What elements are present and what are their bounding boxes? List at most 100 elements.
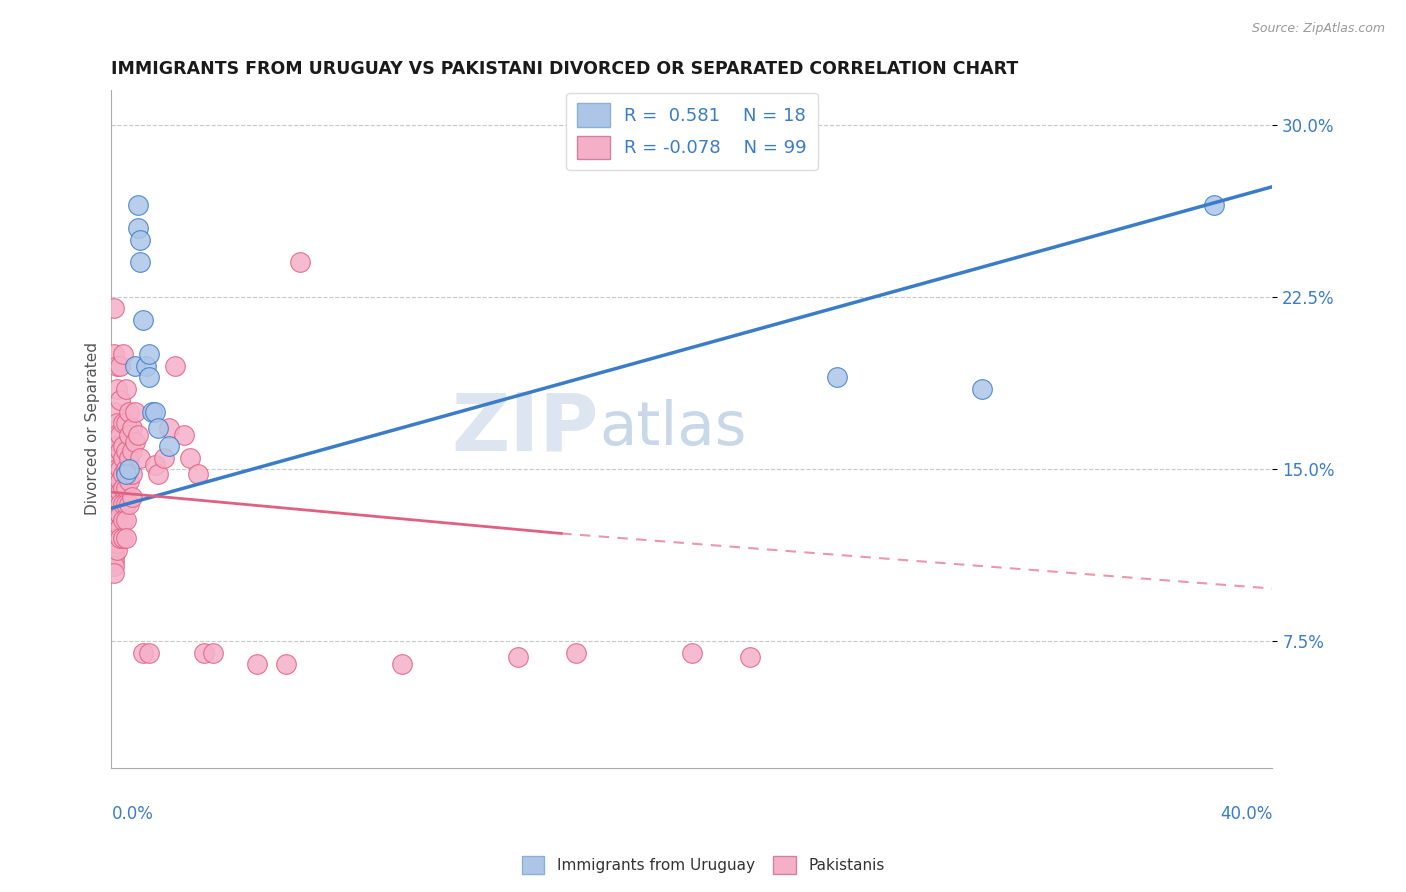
Point — [103, 301, 125, 316]
Point — [115, 481, 138, 495]
Point — [105, 531, 128, 545]
Point — [105, 542, 128, 557]
Point — [108, 508, 131, 522]
Point — [103, 497, 125, 511]
Point — [105, 359, 128, 373]
Point — [1204, 198, 1226, 212]
Point — [135, 359, 157, 373]
Point — [105, 485, 128, 500]
Y-axis label: Divorced or Separated: Divorced or Separated — [86, 343, 100, 516]
Point — [288, 255, 311, 269]
Point — [103, 427, 125, 442]
Point — [103, 526, 125, 541]
Point — [138, 347, 160, 361]
Point — [127, 198, 149, 212]
Text: atlas: atlas — [599, 400, 747, 458]
Point — [108, 427, 131, 442]
Point — [103, 485, 125, 500]
Point — [118, 450, 141, 465]
Point — [108, 393, 131, 408]
Point — [124, 359, 146, 373]
Point — [105, 519, 128, 533]
Point — [129, 233, 152, 247]
Point — [105, 450, 128, 465]
Text: Source: ZipAtlas.com: Source: ZipAtlas.com — [1251, 22, 1385, 36]
Point — [118, 474, 141, 488]
Point — [105, 535, 128, 549]
Point — [681, 646, 703, 660]
Point — [105, 503, 128, 517]
Point — [115, 382, 138, 396]
Point — [108, 519, 131, 533]
Point — [103, 503, 125, 517]
Point — [972, 382, 994, 396]
Point — [738, 650, 761, 665]
Point — [245, 657, 267, 672]
Point — [159, 421, 181, 435]
Point — [105, 462, 128, 476]
Point — [118, 497, 141, 511]
Point — [111, 481, 134, 495]
Point — [103, 542, 125, 557]
Point — [103, 513, 125, 527]
Text: IMMIGRANTS FROM URUGUAY VS PAKISTANI DIVORCED OR SEPARATED CORRELATION CHART: IMMIGRANTS FROM URUGUAY VS PAKISTANI DIV… — [111, 60, 1019, 78]
Point — [103, 439, 125, 453]
Point — [105, 427, 128, 442]
Point — [108, 485, 131, 500]
Legend: R =  0.581    N = 18, R = -0.078    N = 99: R = 0.581 N = 18, R = -0.078 N = 99 — [567, 93, 817, 169]
Point — [115, 497, 138, 511]
Point — [103, 549, 125, 564]
Point — [108, 531, 131, 545]
Point — [103, 558, 125, 573]
Point — [121, 467, 143, 481]
Point — [152, 450, 174, 465]
Point — [138, 646, 160, 660]
Point — [115, 513, 138, 527]
Point — [103, 347, 125, 361]
Point — [391, 657, 413, 672]
Point — [146, 467, 169, 481]
Point — [111, 347, 134, 361]
Point — [103, 519, 125, 533]
Point — [111, 450, 134, 465]
Point — [103, 508, 125, 522]
Point — [143, 458, 166, 472]
Point — [111, 439, 134, 453]
Point — [118, 405, 141, 419]
Point — [103, 490, 125, 504]
Point — [118, 462, 141, 476]
Point — [121, 421, 143, 435]
Point — [111, 531, 134, 545]
Point — [108, 497, 131, 511]
Point — [121, 443, 143, 458]
Point — [121, 490, 143, 504]
Point — [506, 650, 529, 665]
Point — [105, 497, 128, 511]
Point — [165, 359, 187, 373]
Point — [129, 450, 152, 465]
Point — [274, 657, 297, 672]
Point — [103, 481, 125, 495]
Point — [111, 416, 134, 430]
Point — [103, 474, 125, 488]
Point — [105, 508, 128, 522]
Text: 40.0%: 40.0% — [1220, 805, 1272, 823]
Point — [103, 462, 125, 476]
Point — [173, 427, 195, 442]
Point — [124, 434, 146, 449]
Point — [132, 646, 155, 660]
Point — [103, 467, 125, 481]
Point — [105, 382, 128, 396]
Point — [115, 467, 138, 481]
Point — [103, 450, 125, 465]
Point — [108, 474, 131, 488]
Point — [111, 513, 134, 527]
Point — [146, 421, 169, 435]
Text: 0.0%: 0.0% — [111, 805, 153, 823]
Point — [825, 370, 848, 384]
Point — [159, 439, 181, 453]
Point — [179, 450, 201, 465]
Point — [124, 405, 146, 419]
Point — [105, 439, 128, 453]
Point — [132, 313, 155, 327]
